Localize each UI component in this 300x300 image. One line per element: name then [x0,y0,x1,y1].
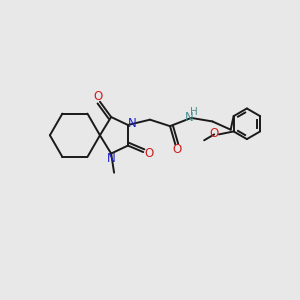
Text: N: N [184,111,193,124]
Text: O: O [172,143,182,156]
Text: N: N [107,152,116,165]
Text: O: O [94,90,103,103]
Text: O: O [210,127,219,140]
Text: N: N [128,117,137,130]
Text: H: H [190,107,197,117]
Text: O: O [144,147,153,160]
